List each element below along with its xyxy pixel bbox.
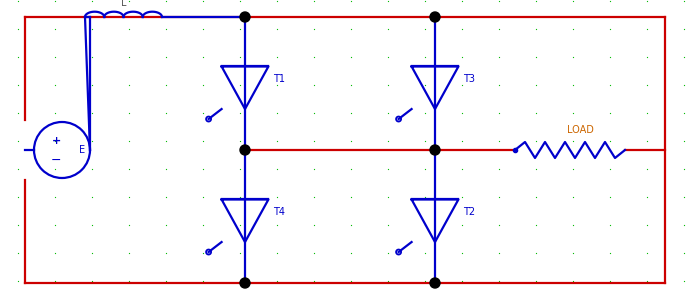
Circle shape [240, 145, 250, 155]
Circle shape [240, 278, 250, 288]
Circle shape [240, 12, 250, 22]
Text: LOAD: LOAD [566, 125, 593, 135]
Text: T4: T4 [273, 207, 286, 217]
Circle shape [430, 12, 440, 22]
Text: L: L [121, 0, 126, 8]
Text: E: E [79, 145, 85, 155]
Text: +: + [51, 136, 61, 146]
Circle shape [430, 145, 440, 155]
Text: T2: T2 [464, 207, 475, 217]
Text: T3: T3 [464, 74, 475, 84]
Text: T1: T1 [273, 74, 286, 84]
Text: −: − [51, 153, 61, 166]
Circle shape [430, 278, 440, 288]
